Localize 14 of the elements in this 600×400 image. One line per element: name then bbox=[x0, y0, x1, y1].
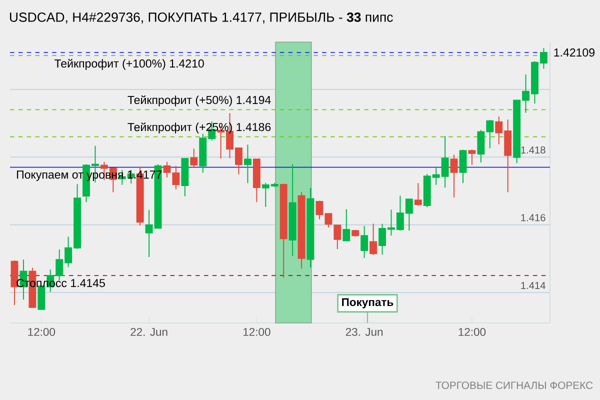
x-tick-label: 22. Jun bbox=[130, 328, 168, 336]
ref-line-label: Тейкпрофит (+100%) 1.4210 bbox=[54, 58, 204, 70]
x-tick-label: 23. Jun bbox=[346, 328, 383, 336]
x-tick-label: 12:00 bbox=[243, 328, 270, 336]
y-tick-label: 1.418 bbox=[521, 146, 546, 154]
y-tick-label: 1.416 bbox=[521, 214, 546, 222]
annotation: Покупать bbox=[342, 298, 394, 308]
text: ТОРГОВЫЕ СИГНАЛЫ ФОРЕКС bbox=[436, 382, 593, 390]
x-tick-label: 12:00 bbox=[458, 328, 486, 336]
chart-title: USDCAD, H4#229736, ПОКУПАТЬ 1.4177, ПРИБЫЛЬ - 33 пипс bbox=[10, 12, 393, 24]
ref-line-label: 1.42109 bbox=[554, 48, 594, 57]
x-tick-label: 12:00 bbox=[28, 328, 56, 336]
y-tick-label: 1.414 bbox=[521, 282, 546, 289]
ref-line-label: Тейкпрофит (+50%) 1.4194 bbox=[128, 95, 271, 106]
